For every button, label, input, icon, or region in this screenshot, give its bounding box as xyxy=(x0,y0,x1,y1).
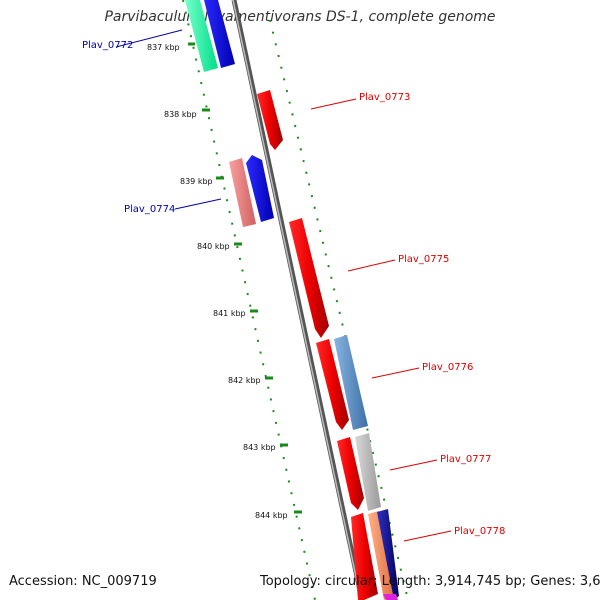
leader-line xyxy=(371,367,420,379)
leader-line xyxy=(403,530,452,542)
gc-track-inner xyxy=(182,0,316,600)
gene-label-plav-0773[interactable]: Plav_0773 xyxy=(359,92,410,103)
tick-label: 840 kbp xyxy=(197,242,230,251)
tick-label: 839 kbp xyxy=(180,177,213,186)
gene-feature-gray[interactable] xyxy=(355,433,381,511)
tick-label: 838 kbp xyxy=(164,110,197,119)
gene-feature-plav-0778[interactable] xyxy=(351,513,378,600)
gene-feature-plav-0774[interactable] xyxy=(246,155,274,222)
gene-feature-salmon[interactable] xyxy=(368,511,394,600)
genome-backbone xyxy=(231,0,365,600)
gene-label-plav-0775[interactable]: Plav_0775 xyxy=(398,254,449,265)
tick-marks xyxy=(188,42,302,514)
leader-line xyxy=(389,459,438,471)
gene-label-plav-0776[interactable]: Plav_0776 xyxy=(422,362,473,373)
tick-label: 844 kbp xyxy=(255,511,288,520)
leader-line xyxy=(347,259,396,272)
accession-text: Accession: NC_009719 xyxy=(9,574,157,589)
genome-summary-text: Topology: circular; Length: 3,914,745 bp… xyxy=(260,574,600,589)
gene-feature-pink[interactable] xyxy=(229,158,256,227)
gene-label-plav-0772[interactable]: Plav_0772 xyxy=(82,40,133,51)
leader-line xyxy=(174,198,222,210)
tick-label: 843 kbp xyxy=(243,443,276,452)
gene-feature-plav-0777[interactable] xyxy=(337,437,364,510)
gene-feature-magenta[interactable] xyxy=(383,594,398,600)
tick-label: 841 kbp xyxy=(213,309,246,318)
gene-feature-plav-0775[interactable] xyxy=(289,218,329,338)
tick-label: 837 kbp xyxy=(147,43,180,52)
gene-feature-navy[interactable] xyxy=(377,509,399,600)
gene-feature-plav-0776[interactable] xyxy=(316,339,349,430)
leader-line xyxy=(115,29,183,48)
leader-line xyxy=(310,98,357,110)
gene-feature-plav-0772[interactable] xyxy=(204,0,235,68)
gene-label-plav-0774[interactable]: Plav_0774 xyxy=(124,204,175,215)
gene-feature-steel[interactable] xyxy=(334,335,368,430)
gene-label-plav-0777[interactable]: Plav_0777 xyxy=(440,454,491,465)
tick-label: 842 kbp xyxy=(228,376,261,385)
gene-label-plav-0778[interactable]: Plav_0778 xyxy=(454,526,505,537)
gene-feature-green[interactable] xyxy=(185,0,218,72)
gene-feature-plav-0773[interactable] xyxy=(257,90,283,150)
